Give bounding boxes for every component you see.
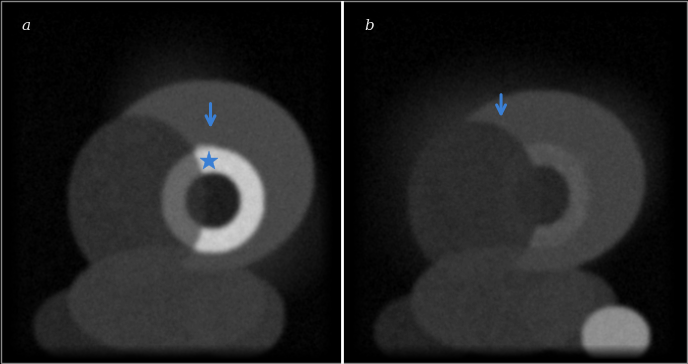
Text: a: a xyxy=(21,19,30,33)
Text: b: b xyxy=(364,19,374,33)
